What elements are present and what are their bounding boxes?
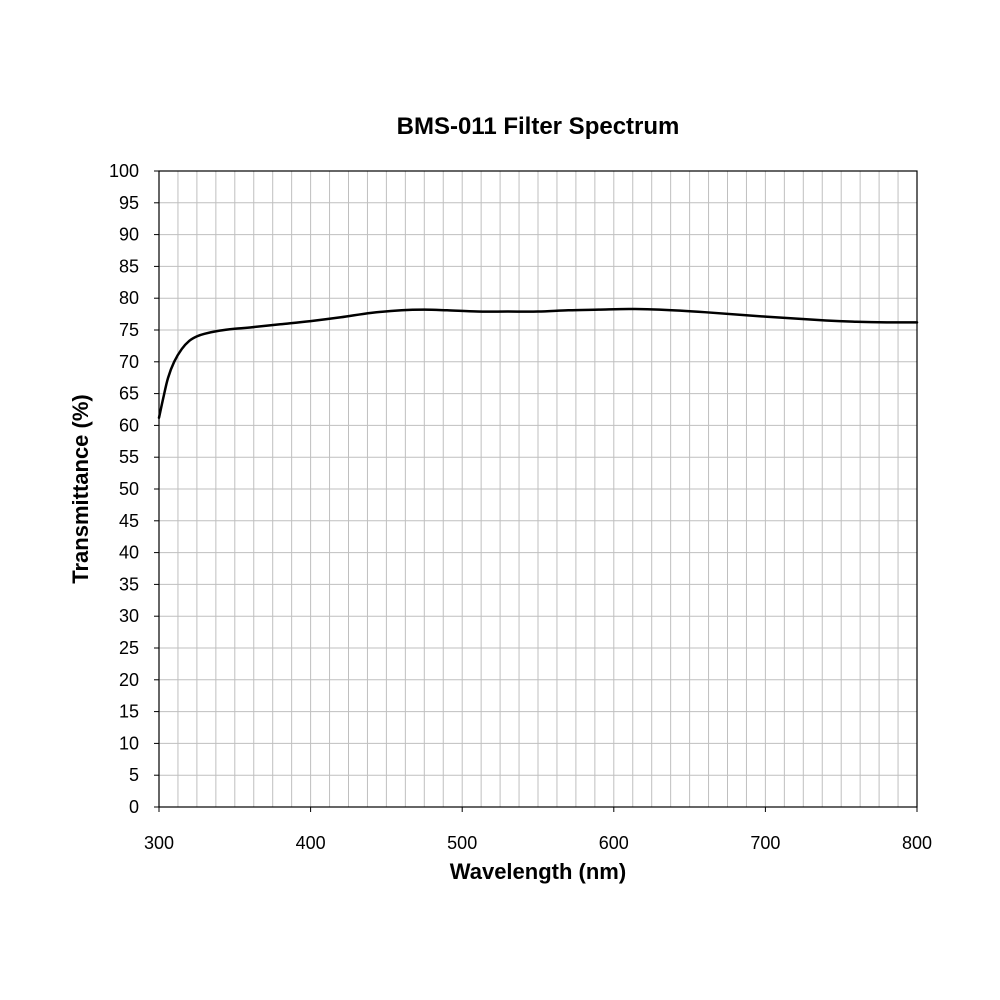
x-axis-label: Wavelength (nm) [450,859,626,884]
y-tick-label: 75 [119,320,139,340]
y-tick-label: 60 [119,415,139,435]
grid-lines [159,171,917,807]
y-tick-label: 55 [119,447,139,467]
transmittance-line [157,307,919,420]
x-tick-label: 500 [447,833,477,853]
y-tick-label: 30 [119,606,139,626]
y-tick-label: 85 [119,256,139,276]
y-tick-label: 80 [119,288,139,308]
x-axis-ticks: 300 400 500 600 700 800 [144,807,932,853]
x-tick-label: 700 [750,833,780,853]
y-tick-label: 95 [119,193,139,213]
y-tick-label: 15 [119,702,139,722]
x-tick-label: 400 [296,833,326,853]
y-tick-label: 0 [129,797,139,817]
y-tick-label: 90 [119,225,139,245]
chart-title: BMS-011 Filter Spectrum [397,113,680,140]
y-tick-label: 100 [109,161,139,181]
x-tick-label: 800 [902,833,932,853]
x-tick-label: 300 [144,833,174,853]
y-tick-label: 70 [119,352,139,372]
y-tick-label: 25 [119,638,139,658]
y-tick-label: 5 [129,765,139,785]
y-axis-label: Transmittance (%) [68,394,93,584]
y-tick-label: 20 [119,670,139,690]
y-tick-label: 50 [119,479,139,499]
series-layer [157,307,919,420]
y-tick-label: 35 [119,574,139,594]
y-tick-label: 45 [119,511,139,531]
x-tick-label: 600 [599,833,629,853]
y-tick-label: 65 [119,384,139,404]
y-axis-ticks: 0 5 10 15 20 25 30 35 40 45 50 55 60 65 70 75 80 85 90 95 10… [109,161,159,817]
y-tick-label: 40 [119,543,139,563]
y-tick-label: 10 [119,733,139,753]
